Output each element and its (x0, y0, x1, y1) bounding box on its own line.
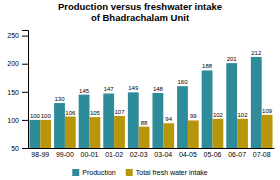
data-label: 109 (262, 108, 273, 114)
data-label: 149 (128, 85, 139, 91)
data-label: 88 (141, 120, 148, 126)
title-line: of Bhadrachalam Unit (91, 12, 190, 23)
y-axis: 50 100 150 200 250 (7, 31, 28, 152)
tick-mark (22, 64, 28, 65)
tick: 150 (7, 89, 28, 96)
data-label: 188 (202, 63, 213, 69)
tick-label: 98-99 (31, 151, 49, 158)
chart-svg: 100 130 145 147 149 148 160 188 201 212 100 106 105 1… (0, 0, 280, 180)
tick: 01-02 (105, 148, 123, 158)
data-labels: 100 130 145 147 149 148 160 188 201 212 100 106 105 1… (30, 50, 273, 126)
bar (65, 117, 76, 148)
tick-label: 99-00 (56, 151, 74, 158)
legend-label: Production (82, 169, 116, 176)
data-label: 147 (104, 86, 115, 92)
data-label: 106 (65, 110, 76, 116)
tick-label: 05-06 (204, 151, 222, 158)
tick-mark (22, 36, 28, 37)
title-line: Production versus freshwater intake (58, 1, 222, 12)
legend-item: Production (72, 169, 116, 176)
data-label: 145 (79, 88, 90, 94)
bar (139, 127, 150, 148)
axis-line (29, 148, 275, 149)
tick: 05-06 (204, 148, 222, 158)
tick: 200 (7, 60, 28, 67)
bar (29, 120, 40, 148)
tick: 50 (11, 145, 28, 152)
tick-label: 50 (11, 145, 19, 152)
data-label: 99 (190, 113, 197, 119)
legend-label: Total fresh water intake (136, 169, 208, 176)
x-axis: 98-99 99-00 00-01 01-02 02-03 03-04 04-05 05-06… (29, 148, 275, 158)
tick: 04-05 (179, 148, 197, 158)
tick-label: 150 (7, 89, 19, 96)
bar (188, 120, 199, 148)
legend-swatch (126, 169, 133, 176)
data-label: 107 (115, 109, 126, 115)
tick-label: 01-02 (105, 151, 123, 158)
tick-label: 07-08 (253, 151, 271, 158)
data-label: 130 (54, 96, 65, 102)
data-label: 94 (165, 116, 172, 122)
bar (90, 117, 101, 148)
legend: Production Total fresh water intake (72, 169, 208, 176)
tick: 99-00 (56, 148, 74, 158)
tick: 07-08 (253, 148, 271, 158)
axis-line (22, 31, 29, 149)
tick: 100 (7, 117, 28, 124)
chart-container: 100 130 145 147 149 148 160 188 201 212 100 106 105 1… (0, 0, 280, 180)
legend-swatch (72, 169, 79, 176)
tick-label: 250 (7, 32, 19, 39)
tick: 03-04 (154, 148, 172, 158)
tick-label: 06-07 (228, 151, 246, 158)
tick-label: 04-05 (179, 151, 197, 158)
bar (79, 95, 90, 148)
data-label: 100 (41, 113, 52, 119)
data-label: 160 (177, 79, 188, 85)
tick-label: 00-01 (81, 151, 99, 158)
tick-label: 03-04 (154, 151, 172, 158)
bar (213, 119, 224, 148)
tick-label: 100 (7, 117, 19, 124)
tick: 02-03 (130, 148, 148, 158)
data-label: 100 (30, 113, 41, 119)
bar (152, 93, 163, 148)
bar (114, 116, 125, 148)
data-label: 105 (90, 110, 101, 116)
tick-mark (22, 148, 28, 149)
title: Production versus freshwater intakeof Bh… (58, 1, 222, 23)
data-label: 201 (227, 56, 238, 62)
data-label: 102 (213, 112, 224, 118)
bar (237, 119, 248, 148)
bar (251, 57, 262, 148)
tick: 00-01 (81, 148, 99, 158)
bar (54, 103, 65, 148)
tick: 250 (7, 32, 28, 39)
tick-label: 02-03 (130, 151, 148, 158)
bar (177, 86, 188, 148)
bar (163, 123, 174, 148)
legend-item: Total fresh water intake (126, 169, 208, 176)
tick-mark (22, 120, 28, 121)
data-label: 212 (251, 50, 262, 56)
bar (262, 115, 273, 148)
bar (128, 92, 139, 148)
bar (202, 70, 213, 148)
bars (29, 57, 272, 148)
tick: 06-07 (228, 148, 246, 158)
bar (103, 93, 114, 148)
data-label: 102 (238, 112, 249, 118)
data-label: 148 (153, 86, 164, 92)
tick-label: 200 (7, 60, 19, 67)
bar (226, 63, 237, 148)
tick-mark (22, 92, 28, 93)
tick: 98-99 (31, 148, 49, 158)
bar (40, 120, 51, 148)
